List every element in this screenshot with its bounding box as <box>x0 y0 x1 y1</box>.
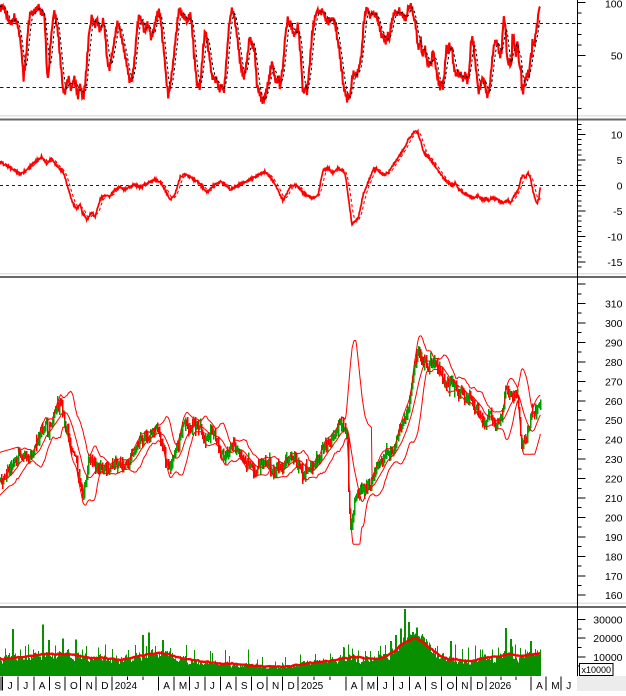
svg-text:N: N <box>86 681 93 691</box>
svg-text:D: D <box>288 681 295 691</box>
svg-text:M: M <box>367 681 375 691</box>
svg-text:A: A <box>163 681 170 691</box>
svg-text:J: J <box>210 681 215 691</box>
svg-text:O: O <box>256 681 264 691</box>
svg-text:20000: 20000 <box>593 633 622 645</box>
svg-text:D: D <box>476 681 483 691</box>
svg-text:2024: 2024 <box>115 681 138 691</box>
svg-text:100: 100 <box>605 0 623 11</box>
svg-text:S: S <box>241 681 248 691</box>
svg-text:D: D <box>101 681 108 691</box>
svg-text:J: J <box>399 681 404 691</box>
svg-text:M: M <box>551 681 559 691</box>
svg-text:J: J <box>383 681 388 691</box>
svg-text:10: 10 <box>611 130 623 142</box>
svg-text:N: N <box>461 681 468 691</box>
svg-text:S: S <box>431 681 438 691</box>
svg-text:10000: 10000 <box>593 652 622 664</box>
svg-text:310: 310 <box>605 299 623 311</box>
svg-text:S: S <box>54 681 61 691</box>
svg-text:30000: 30000 <box>593 614 622 626</box>
svg-text:260: 260 <box>605 396 623 408</box>
svg-text:J: J <box>194 681 199 691</box>
svg-text:A: A <box>351 681 358 691</box>
svg-text:200: 200 <box>605 513 623 525</box>
svg-text:O: O <box>70 681 78 691</box>
svg-text:190: 190 <box>605 532 623 544</box>
svg-text:x10000: x10000 <box>582 665 612 675</box>
svg-text:2026: 2026 <box>489 681 512 691</box>
svg-text:N: N <box>272 681 279 691</box>
svg-text:170: 170 <box>605 571 623 583</box>
svg-text:M: M <box>179 681 187 691</box>
svg-text:160: 160 <box>605 590 623 602</box>
svg-text:5: 5 <box>617 155 623 167</box>
svg-text:A: A <box>39 681 46 691</box>
svg-text:240: 240 <box>605 435 623 447</box>
svg-text:-5: -5 <box>613 206 622 218</box>
svg-text:180: 180 <box>605 551 623 563</box>
svg-text:280: 280 <box>605 357 623 369</box>
svg-text:220: 220 <box>605 474 623 486</box>
svg-text:2025: 2025 <box>301 681 324 691</box>
svg-text:0: 0 <box>617 181 623 193</box>
svg-text:A: A <box>415 681 422 691</box>
svg-text:J: J <box>566 681 571 691</box>
svg-text:A: A <box>225 681 232 691</box>
svg-text:A: A <box>536 681 543 691</box>
svg-text:J: J <box>8 681 13 691</box>
svg-text:290: 290 <box>605 337 623 349</box>
svg-text:210: 210 <box>605 493 623 505</box>
svg-text:J: J <box>23 681 28 691</box>
svg-text:50: 50 <box>611 51 623 63</box>
svg-text:270: 270 <box>605 376 623 388</box>
svg-text:-15: -15 <box>607 257 622 269</box>
svg-text:O: O <box>447 681 455 691</box>
svg-text:300: 300 <box>605 318 623 330</box>
svg-text:230: 230 <box>605 454 623 466</box>
svg-text:-10: -10 <box>607 232 622 244</box>
svg-text:250: 250 <box>605 415 623 427</box>
